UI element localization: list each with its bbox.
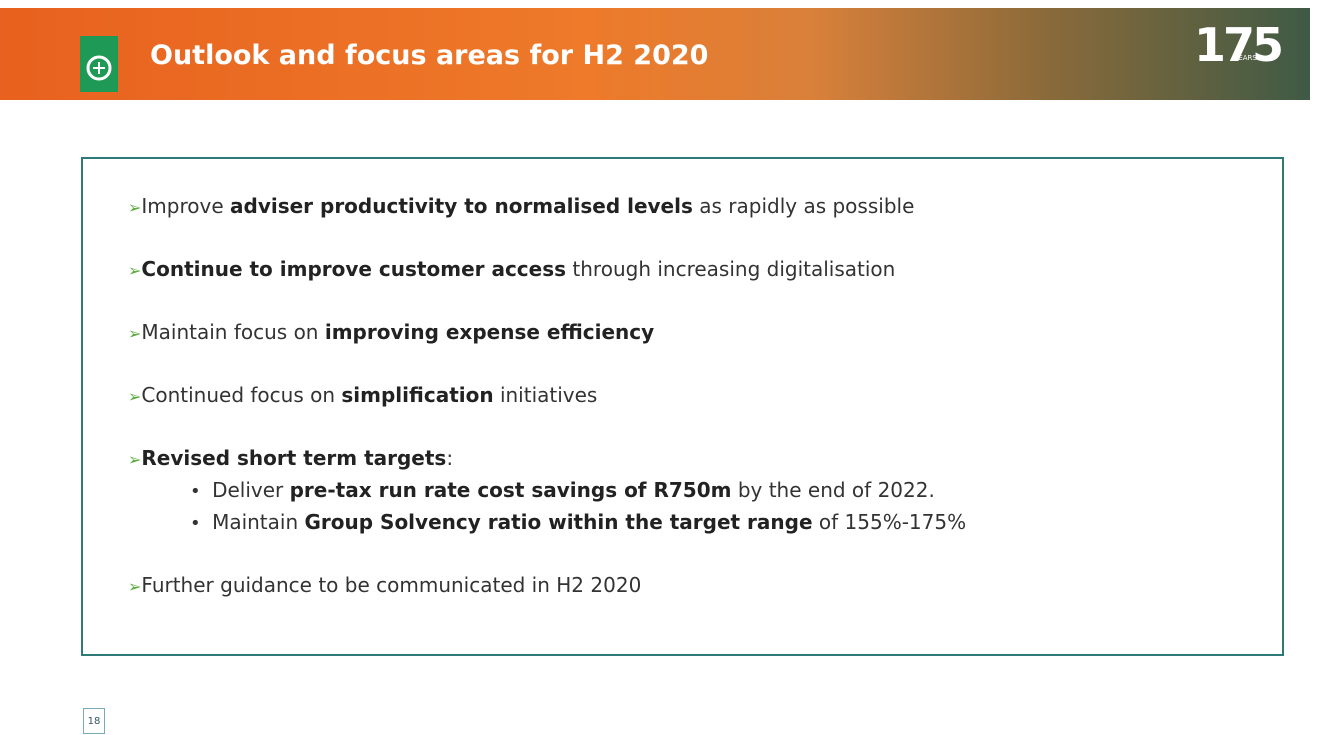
text-run: as rapidly as possible: [692, 194, 915, 218]
bullet: Revised short term targets:: [128, 446, 453, 470]
text-run: simplification: [341, 383, 494, 407]
sub-bullet: Maintain Group Solvency ratio within the…: [190, 510, 966, 534]
text-run: Maintain focus on: [141, 320, 325, 344]
bullet: Continued focus on simplification initia…: [128, 383, 597, 407]
anniversary-badge: 175 YEARS: [1194, 12, 1284, 92]
text-run: through increasing digitalisation: [566, 257, 896, 281]
bullet: Continue to improve customer access thro…: [128, 257, 895, 281]
bullet: Maintain focus on improving expense effi…: [128, 320, 654, 344]
text-run: Maintain: [212, 510, 305, 534]
content-box: [81, 157, 1284, 656]
text-run: pre-tax run rate cost savings of R750m: [289, 478, 732, 502]
text-run: Improve: [141, 194, 230, 218]
text-run: Deliver: [212, 478, 290, 502]
text-run: Revised short term targets: [141, 446, 447, 470]
logo-icon: [86, 55, 112, 81]
text-run: :: [446, 446, 454, 470]
logo: [80, 36, 118, 92]
header-banner: [0, 8, 1310, 100]
text-run: adviser productivity to normalised level…: [230, 194, 693, 218]
slide-title: Outlook and focus areas for H2 2020: [150, 40, 709, 71]
text-run: by the end of 2022.: [731, 478, 935, 502]
text-run: of 155%-175%: [812, 510, 967, 534]
bullet: Improve adviser productivity to normalis…: [128, 194, 914, 218]
text-run: initiatives: [493, 383, 598, 407]
badge-caption: YEARS: [1234, 54, 1257, 62]
text-run: improving expense efficiency: [324, 320, 655, 344]
bullet: Further guidance to be communicated in H…: [128, 573, 641, 597]
text-run: Further guidance to be communicated in H…: [141, 573, 642, 597]
sub-bullet: Deliver pre-tax run rate cost savings of…: [190, 478, 935, 502]
page-number: 18: [83, 708, 105, 734]
text-run: Continued focus on: [141, 383, 342, 407]
badge-number: 175: [1194, 18, 1284, 72]
text-run: Continue to improve customer access: [141, 257, 567, 281]
text-run: Group Solvency ratio within the target r…: [304, 510, 813, 534]
